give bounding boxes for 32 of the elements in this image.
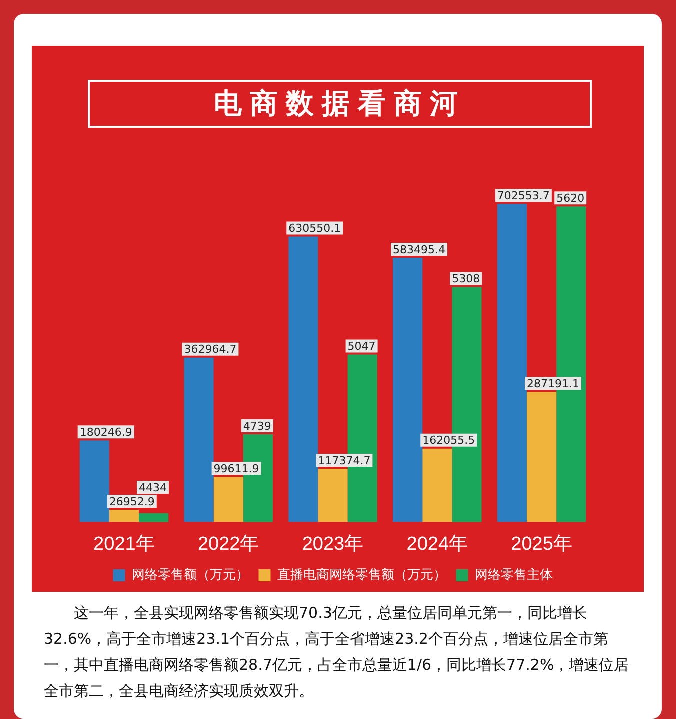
legend-label: 直播电商网络零售额（万元） xyxy=(277,567,446,582)
bar xyxy=(318,469,348,522)
data-label: 99611.9 xyxy=(214,462,260,476)
data-label: 5620 xyxy=(556,192,585,205)
x-tick-label: 2024年 xyxy=(406,534,468,555)
data-label: 180246.9 xyxy=(80,426,132,439)
data-label: 583495.4 xyxy=(393,243,446,256)
data-label: 4434 xyxy=(138,481,167,494)
bar xyxy=(393,258,423,522)
bar xyxy=(422,448,452,522)
data-label: 162055.5 xyxy=(422,434,476,448)
text: 这一年，全县实现网络零售额实现70.3亿元，总量位居同单元第一，同比增长32.6%，高于全市增速23.1个百分点，高于全省增速23.2个百分点，增速位居全市第一，其中直播电商网络零售额28.7亿元，占全市总量近1/6，同比增长77.2%，增速位居全市第二，全县电商经济实现质效双升。 xyxy=(44,603,630,702)
data-label: 4739 xyxy=(243,420,272,433)
data-label: 702553.7 xyxy=(497,189,550,202)
data-label: 26952.9 xyxy=(109,495,155,508)
data-label: 362964.7 xyxy=(184,343,237,356)
x-tick-label: 2021年 xyxy=(94,534,155,555)
x-tick-label: 2023年 xyxy=(302,534,364,555)
data-label: 117374.7 xyxy=(318,454,371,468)
x-tick-label: 2025年 xyxy=(511,534,572,555)
bar xyxy=(288,236,318,522)
data-label: 630550.1 xyxy=(288,222,342,236)
data-label: 5308 xyxy=(452,272,480,286)
data-label: 287191.1 xyxy=(527,378,580,391)
bar xyxy=(184,358,214,522)
legend-label: 网络零售额（万元） xyxy=(132,567,249,582)
legend-label: 网络零售主体 xyxy=(474,567,553,582)
bar xyxy=(80,440,110,522)
chart-title: 电商数据看商河 xyxy=(88,80,592,128)
bar xyxy=(497,204,528,522)
x-tick-label: 2022年 xyxy=(198,534,260,555)
data-label: 5047 xyxy=(348,340,376,354)
